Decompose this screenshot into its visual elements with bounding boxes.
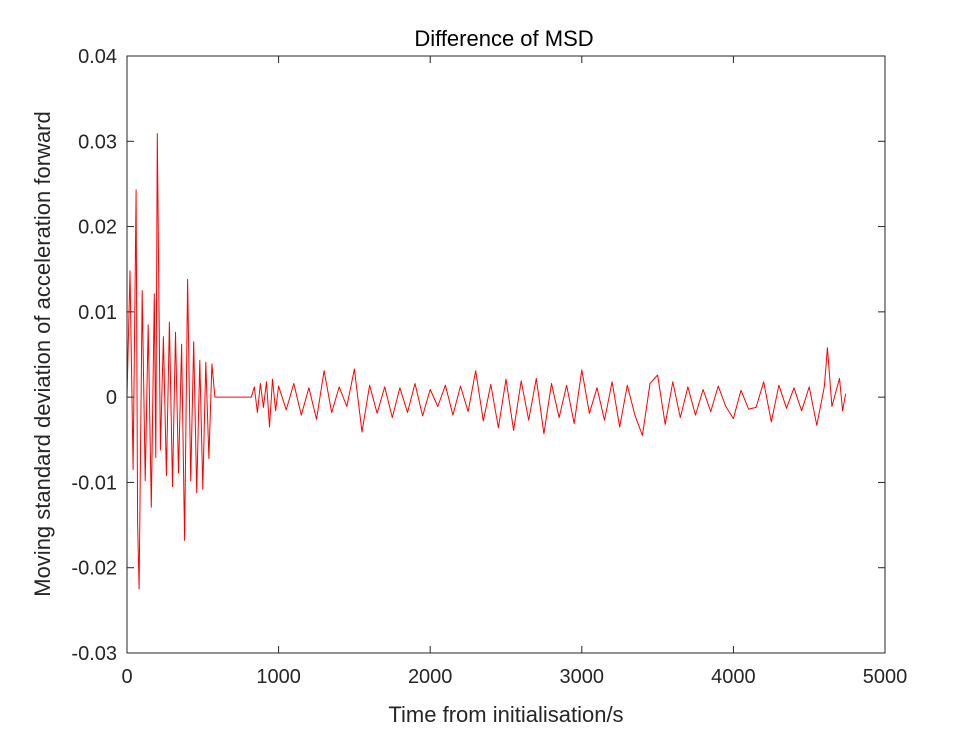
series-line-0: [126, 133, 847, 590]
y-tick-label: 0.01: [78, 302, 117, 324]
y-axis-label: Moving standard deviation of acceleratio…: [30, 111, 55, 597]
x-tick-label: 2000: [408, 666, 453, 688]
y-tick-label: 0.02: [78, 217, 117, 239]
plot-area: [127, 56, 885, 653]
chart-title: Difference of MSD: [414, 26, 593, 51]
x-axis-label: Time from initialisation/s: [388, 702, 623, 727]
x-tick-label: 5000: [863, 666, 908, 688]
ticks-layer: 0 1000 2000 3000 4000 5000 -0.03 -0.02 -0.01 0 0.0…: [71, 46, 907, 688]
series-layer: [126, 133, 847, 590]
x-tick-label: 3000: [560, 666, 605, 688]
x-tick-label: 0: [121, 666, 132, 688]
y-tick-label: 0.03: [78, 131, 117, 153]
plot-frame: [126, 55, 886, 654]
y-tick-label: 0: [106, 387, 117, 409]
x-tick-label: 1000: [256, 666, 301, 688]
y-tick-label: 0.04: [78, 46, 117, 68]
x-tick-label: 4000: [711, 666, 756, 688]
y-tick-label: -0.02: [71, 558, 117, 580]
y-tick-label: -0.03: [71, 643, 117, 665]
y-tick-label: -0.01: [71, 472, 117, 494]
